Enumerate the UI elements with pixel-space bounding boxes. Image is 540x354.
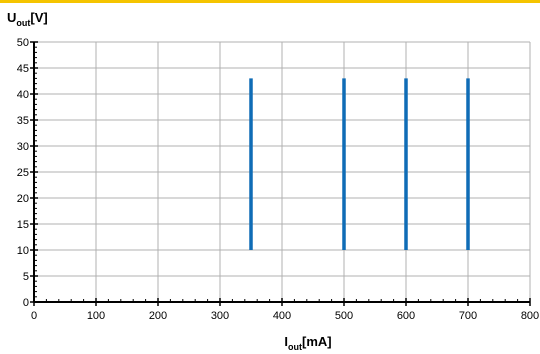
y-tick-label: 45 — [17, 63, 29, 75]
y-tick-label: 20 — [17, 193, 29, 205]
y-tick-label: 40 — [17, 89, 29, 101]
y-tick-label: 5 — [23, 271, 29, 283]
tick-labels: 0 100 200 300 400 500 600 700 800 0 5 10 15 20 25 30 35 4… — [17, 37, 539, 322]
x-tick-label: 800 — [521, 310, 539, 322]
x-tick-label: 700 — [459, 310, 477, 322]
x-tick-label: 600 — [397, 310, 415, 322]
series-group — [249, 78, 470, 250]
x-axis-title: Iout[mA] — [284, 334, 331, 352]
y-tick-label: 15 — [17, 219, 29, 231]
x-tick-label: 200 — [149, 310, 167, 322]
axes — [30, 41, 531, 306]
y-axis-title: Uout[V] — [7, 10, 48, 28]
y-tick-label: 0 — [23, 297, 29, 309]
x-tick-label: 100 — [87, 310, 105, 322]
top-accent-bar — [0, 0, 540, 3]
x-tick-label: 500 — [335, 310, 353, 322]
y-tick-label: 50 — [17, 37, 29, 49]
y-tick-label: 30 — [17, 141, 29, 153]
y-tick-label: 25 — [17, 167, 29, 179]
x-tick-label: 300 — [211, 310, 229, 322]
x-tick-label: 0 — [31, 310, 37, 322]
y-tick-label: 10 — [17, 245, 29, 257]
y-tick-label: 35 — [17, 115, 29, 127]
x-tick-label: 400 — [273, 310, 291, 322]
grid — [34, 41, 531, 302]
